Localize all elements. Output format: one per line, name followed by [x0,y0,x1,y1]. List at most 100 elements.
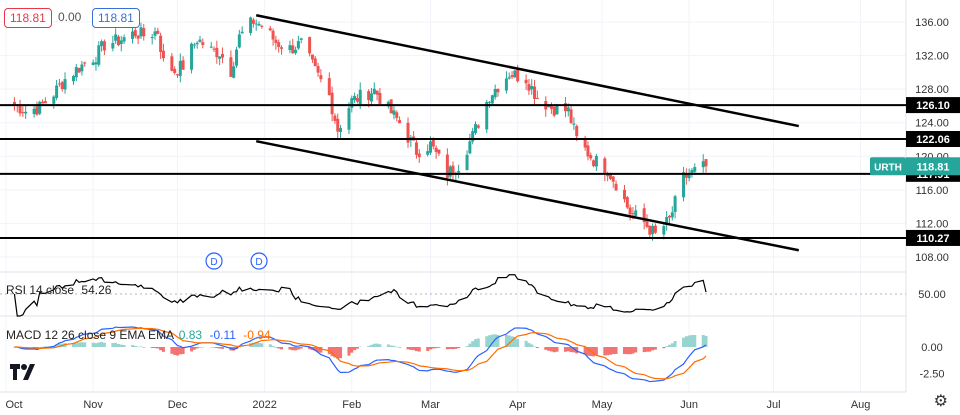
candle-body [369,93,373,102]
candle-body [524,79,528,84]
candle-body [339,128,343,133]
macd-histogram-bar [485,336,489,347]
rsi-pane [0,274,906,317]
candle-body [670,212,674,218]
macd-histogram-bar [524,340,528,347]
candle-body [32,108,36,115]
candle-body [493,88,497,98]
tradingview-logo-icon[interactable] [8,360,38,384]
price-axis-tick: 136.00 [915,17,949,29]
candle-body [504,78,508,91]
candle-body [38,101,42,114]
macd-histogram-bar [201,346,205,348]
candle-body [271,30,275,40]
macd-histogram-bar [57,343,61,347]
candle-body [625,197,629,208]
dividend-marker [250,252,268,270]
macd-histogram-bar [299,347,303,349]
macd-histogram-bar [83,342,87,347]
candle-body [513,70,517,78]
macd-histogram-bar [504,334,508,347]
candle-body [212,48,216,50]
macd-histogram-bar [313,347,317,351]
macd-histogram-bar [91,342,95,347]
macd-axis-tick: -2.50 [919,369,944,381]
macd-histogram-bar [330,347,334,357]
candle-body [406,122,410,143]
macd-histogram-bar [648,347,652,352]
candle-body [665,216,669,226]
current-price-label: 118.81 [916,161,949,173]
macd-histogram-bar [153,347,157,349]
macd-histogram-bar [417,347,421,352]
candle-body [389,99,393,114]
macd-histogram-bar [687,335,691,347]
candle-body [645,221,649,227]
candle-body [687,174,691,179]
candle-body [693,167,697,172]
candle-body [592,160,596,167]
symbol-tag-label: URTH [874,162,902,173]
settings-gear-icon[interactable]: ⚙ [933,393,948,410]
macd-histogram-bar [493,334,497,347]
price-axis-tick: 124.00 [915,118,949,130]
candle-body [119,40,123,45]
candle-body [97,45,101,65]
candle-body [701,161,705,168]
candle-body [218,56,222,59]
macd-histogram-bar [544,347,548,350]
macd-histogram-bar [353,347,357,351]
macd-histogram-bar [569,347,573,353]
macd-histogram-bar [296,347,300,350]
candle-body [353,95,357,101]
candle-body [631,213,635,215]
rsi-legend[interactable]: RSI 14 close 54.26 [6,283,111,297]
macd-histogram-bar [634,347,638,353]
candle-body [21,112,25,114]
macd-histogram-bar [488,335,492,347]
macd-histogram-bar [555,347,559,352]
candle-body [398,120,402,124]
candle-body [533,86,537,99]
macd-histogram-bar [175,347,179,356]
macd-histogram-bar [653,347,657,350]
time-axis-tick: Dec [168,399,188,411]
candle-body [215,47,219,58]
candle-body [159,35,163,52]
macd-histogram-bar [690,335,694,347]
candle-body [111,42,115,49]
price-axis-tick: 132.00 [915,51,949,63]
candle-body [175,74,179,76]
ask-price-badge[interactable]: 118.81 [92,8,140,28]
macd-histogram-bar [665,346,669,347]
signal-line [14,327,707,380]
macd-histogram-bar [507,335,511,347]
candle-body [569,109,573,123]
candle-body [434,147,438,152]
candle-body [490,95,494,104]
candle-body [510,75,514,78]
macd-legend[interactable]: MACD 12 26 close 9 EMA EMA 0.83 -0.11 -0… [6,328,271,342]
macd-histogram-bar [468,343,472,347]
time-axis-tick: Jun [680,399,698,411]
candle-body [80,64,84,72]
macd-histogram-bar [426,347,430,351]
symbol-tag [870,157,906,176]
candle-body [83,62,87,64]
macd-histogram-bar [192,347,196,350]
candle-body [358,89,362,105]
candle-body [142,28,146,37]
last-price-badge[interactable]: 118.81 [4,8,52,28]
price-axis-tick: 128.00 [915,84,949,96]
candle-body [249,17,253,33]
candle-body [603,158,607,175]
macd-histogram-bar [473,339,477,347]
macd-histogram-bar [277,347,281,349]
macd-histogram-bar [563,347,567,352]
candle-body [372,88,376,94]
candle-body [150,36,154,39]
candle-body [94,62,98,65]
candle-body [327,78,331,96]
macd-histogram-bar [116,343,120,347]
